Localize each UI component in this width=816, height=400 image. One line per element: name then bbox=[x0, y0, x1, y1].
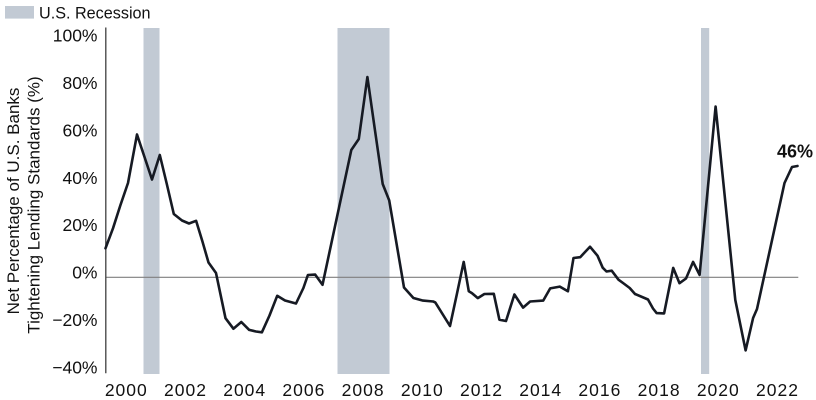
svg-text:2008: 2008 bbox=[342, 380, 385, 400]
svg-text:2002: 2002 bbox=[164, 380, 207, 400]
svg-text:−20%: −20% bbox=[52, 310, 97, 330]
svg-text:2016: 2016 bbox=[578, 380, 621, 400]
svg-text:−40%: −40% bbox=[52, 358, 97, 378]
svg-text:2004: 2004 bbox=[223, 380, 266, 400]
svg-text:Tightening Lending Standards (: Tightening Lending Standards (%) bbox=[25, 76, 44, 333]
svg-text:2012: 2012 bbox=[460, 380, 503, 400]
svg-text:80%: 80% bbox=[62, 73, 97, 93]
svg-text:2020: 2020 bbox=[697, 380, 740, 400]
svg-text:Net Percentage of U.S. Banks: Net Percentage of U.S. Banks bbox=[4, 88, 23, 315]
svg-text:2018: 2018 bbox=[638, 380, 681, 400]
svg-text:0%: 0% bbox=[72, 263, 97, 283]
svg-text:2022: 2022 bbox=[756, 380, 799, 400]
svg-text:2010: 2010 bbox=[401, 380, 444, 400]
svg-text:2006: 2006 bbox=[282, 380, 325, 400]
svg-text:100%: 100% bbox=[53, 25, 98, 45]
svg-text:U.S. Recession: U.S. Recession bbox=[39, 5, 151, 23]
svg-text:2000: 2000 bbox=[105, 380, 148, 400]
svg-text:60%: 60% bbox=[62, 120, 97, 140]
svg-text:46%: 46% bbox=[777, 142, 813, 162]
svg-text:20%: 20% bbox=[62, 215, 97, 235]
svg-text:40%: 40% bbox=[62, 168, 97, 188]
svg-text:2014: 2014 bbox=[519, 380, 562, 400]
